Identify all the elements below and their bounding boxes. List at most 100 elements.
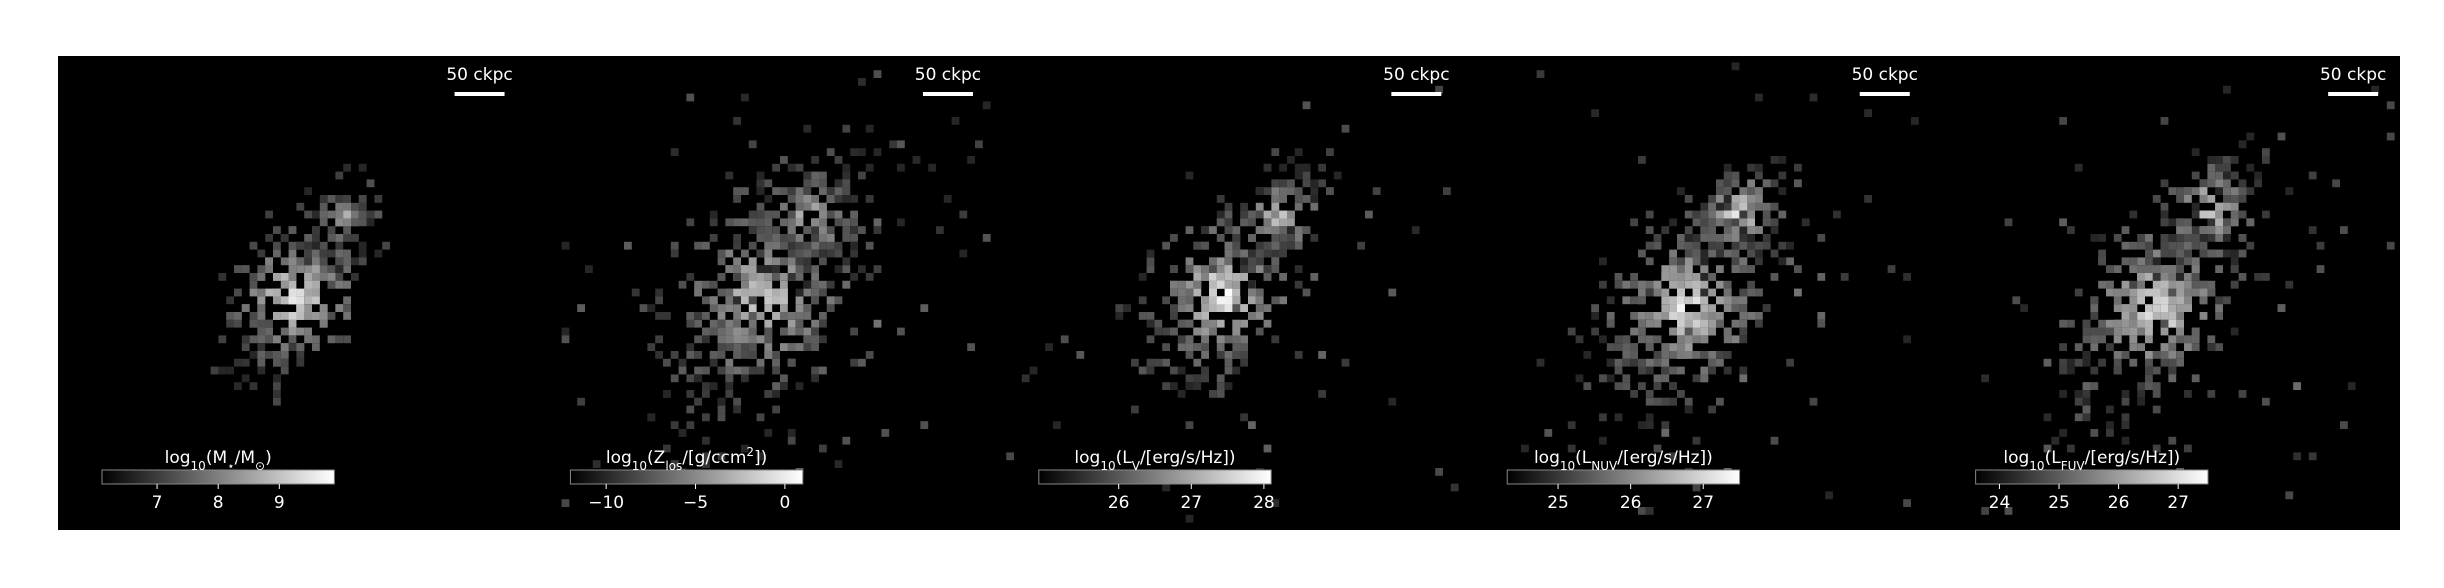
pixel <box>1778 241 1787 250</box>
pixel <box>280 358 289 367</box>
pixel <box>1606 319 1615 328</box>
pixel <box>2145 265 2153 273</box>
pixel <box>787 187 796 195</box>
pixel <box>1669 382 1677 390</box>
pixel <box>2137 265 2145 273</box>
pixel <box>1645 210 1654 219</box>
pixel <box>2082 390 2091 398</box>
pixel <box>1638 366 1646 375</box>
pixel <box>1326 187 1334 195</box>
pixel <box>1723 171 1732 180</box>
pixel <box>2176 234 2184 242</box>
pixel <box>748 140 757 149</box>
pixel <box>1630 218 1638 227</box>
pixel <box>2152 444 2161 453</box>
pixel <box>335 241 344 250</box>
pixel <box>2074 163 2083 172</box>
pixel <box>1216 210 1225 219</box>
pixel <box>1669 265 1677 273</box>
pixel <box>686 273 695 281</box>
pixel <box>780 202 788 211</box>
pixel <box>2067 444 2075 453</box>
pixel <box>655 296 663 305</box>
pixel <box>2191 374 2200 383</box>
pixel <box>1747 226 1755 234</box>
pixel <box>1302 179 1311 188</box>
pixel <box>686 319 695 328</box>
pixel <box>2184 335 2192 344</box>
pixel <box>1310 202 1319 211</box>
pixel <box>2285 187 2294 195</box>
pixel <box>1731 218 1740 227</box>
pixel <box>2176 358 2184 367</box>
pixel <box>2176 288 2184 297</box>
pixel <box>288 241 297 250</box>
pixel <box>787 249 796 258</box>
pixel <box>2168 312 2177 320</box>
pixel <box>1201 304 1209 312</box>
pixel <box>748 288 757 297</box>
pixel <box>686 312 695 320</box>
pixel <box>2176 249 2184 258</box>
pixel <box>819 249 827 258</box>
pixel <box>1739 257 1748 266</box>
pixel <box>249 273 258 281</box>
pixel <box>1177 390 1186 398</box>
pixel <box>1310 234 1319 242</box>
pixel <box>1755 257 1763 266</box>
pixel <box>733 273 741 281</box>
pixel <box>725 366 734 375</box>
pixel <box>1684 210 1693 219</box>
pixel <box>1162 327 1170 336</box>
pixel <box>1185 257 1194 266</box>
pixel <box>2207 156 2216 164</box>
pixel <box>795 319 804 328</box>
pixel <box>764 390 773 398</box>
pixel <box>1115 304 1124 312</box>
pixel <box>257 351 266 359</box>
pixel <box>811 249 819 258</box>
pixel <box>717 335 726 344</box>
pixel <box>2168 304 2177 312</box>
pixel <box>748 343 757 351</box>
pixel <box>1692 280 1701 289</box>
pixel <box>319 312 328 320</box>
pixel <box>1684 249 1693 258</box>
pixel <box>2152 304 2161 312</box>
pixel <box>725 382 734 390</box>
pixel <box>2199 210 2208 219</box>
pixel <box>2215 296 2223 305</box>
pixel <box>2082 397 2091 406</box>
pixel <box>1723 327 1732 336</box>
pixel <box>787 195 796 203</box>
pixel <box>319 273 328 281</box>
pixel <box>2184 218 2192 227</box>
pixel <box>2191 226 2200 234</box>
pixel <box>764 210 773 219</box>
pixel <box>1193 241 1202 250</box>
pixel <box>351 257 359 266</box>
pixel <box>561 327 570 336</box>
colorbar-label: log10(M⋆/M⊙) <box>165 448 272 473</box>
pixel <box>1255 226 1264 234</box>
pixel <box>764 288 773 297</box>
pixel <box>2316 265 2325 273</box>
colorbar <box>1038 469 1272 485</box>
pixel <box>748 210 757 219</box>
pixel <box>1684 405 1693 414</box>
pixel <box>803 312 812 320</box>
pixel <box>1138 312 1147 320</box>
pixel <box>1645 358 1654 367</box>
pixel <box>1536 70 1545 78</box>
pixel <box>2176 304 2184 312</box>
pixel <box>2293 452 2301 461</box>
pixel <box>1731 234 1740 242</box>
colorbar-tick-label: −10 <box>588 493 624 513</box>
pixel <box>2067 366 2075 375</box>
pixel <box>1723 210 1732 219</box>
pixel <box>335 265 344 273</box>
pixel <box>686 93 695 102</box>
pixel <box>1224 226 1233 234</box>
pixel <box>327 226 336 234</box>
pixel <box>811 265 819 273</box>
